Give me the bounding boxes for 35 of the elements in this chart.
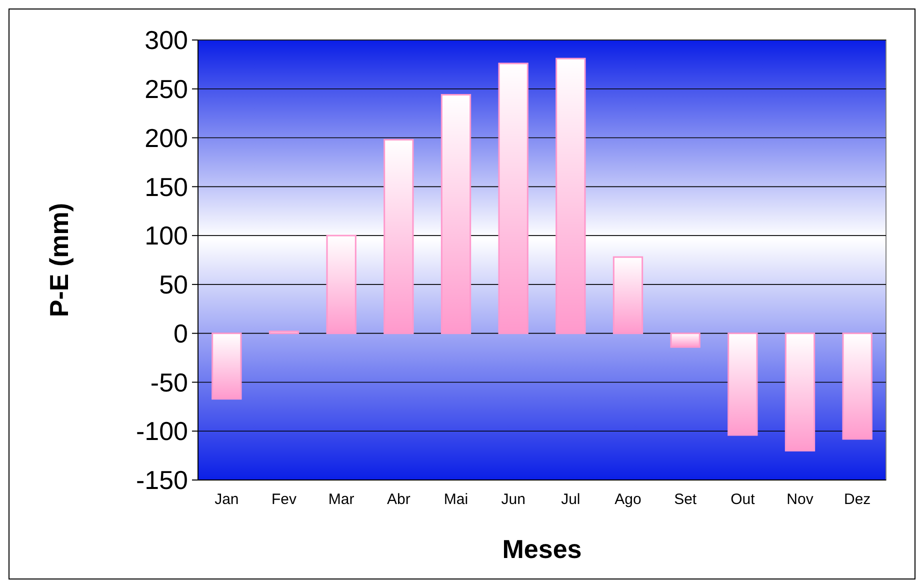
x-tick-label: Abr — [386, 491, 410, 508]
bar — [556, 58, 586, 334]
y-tick-label: 200 — [144, 122, 188, 153]
x-axis-title: Meses — [502, 534, 582, 564]
y-tick-label: 50 — [159, 270, 188, 300]
y-tick-label: 300 — [144, 25, 188, 56]
bar — [784, 332, 816, 452]
bar — [498, 62, 528, 334]
y-tick-label: 250 — [144, 74, 188, 104]
bar — [326, 234, 356, 334]
x-tick-label: Jul — [561, 491, 580, 508]
x-tick-label: Mar — [328, 491, 354, 508]
y-axis-title: P-E (mm) — [44, 202, 74, 318]
bar — [842, 332, 872, 440]
x-tick-label: Dez — [844, 491, 871, 508]
bar — [384, 138, 414, 334]
x-tick-label: Ago — [614, 491, 642, 508]
bar — [212, 332, 242, 400]
x-tick-label: Set — [674, 491, 698, 508]
bar — [728, 332, 758, 436]
x-tick-label: Mai — [444, 491, 468, 508]
bar — [612, 256, 644, 334]
bar — [670, 332, 700, 348]
y-tick-label: -100 — [136, 416, 188, 446]
x-tick-label: Fev — [271, 491, 297, 508]
bar — [440, 94, 472, 334]
x-tick-label: Out — [730, 491, 756, 508]
x-tick-label: Nov — [786, 491, 814, 508]
y-tick-label: -50 — [150, 367, 188, 398]
x-tick-label: Jun — [501, 491, 526, 508]
y-tick-label: 150 — [144, 172, 188, 202]
y-tick-label: -150 — [136, 465, 188, 496]
y-tick-label: 0 — [174, 318, 188, 348]
x-tick-label: Jan — [214, 491, 239, 508]
y-tick-label: 100 — [144, 220, 188, 251]
